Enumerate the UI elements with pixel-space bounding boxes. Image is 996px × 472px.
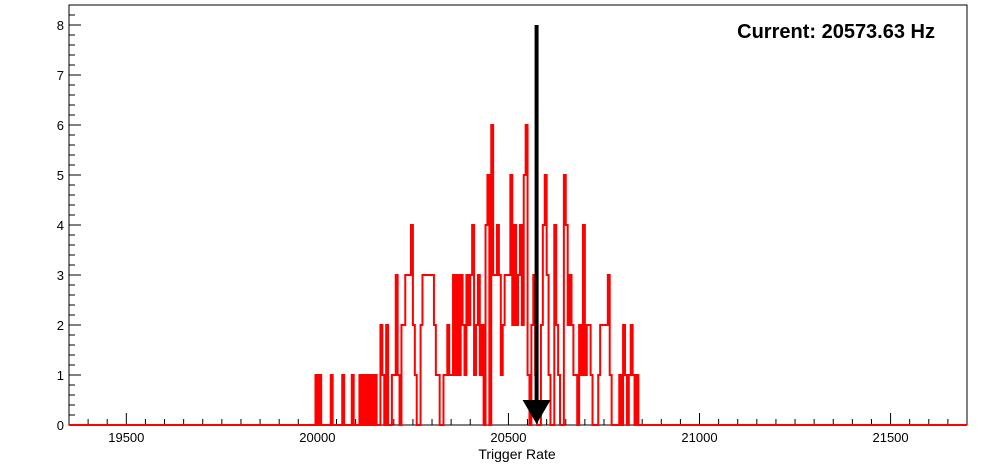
y-axis: 0 1 2 3 4 5 6 7 8: [57, 4, 81, 433]
x-axis-title: Trigger Rate: [478, 446, 556, 462]
current-rate-marker: [522, 25, 551, 424]
plot-frame: [68, 4, 968, 426]
y-tick-label: 7: [57, 68, 64, 83]
y-tick-label: 1: [57, 368, 64, 383]
y-tick-label: 2: [57, 318, 64, 333]
arrow-head: [522, 400, 551, 424]
y-tick-label: 3: [57, 268, 64, 283]
y-tick-label: 0: [57, 418, 64, 433]
y-tick-label: 8: [57, 18, 64, 33]
y-tick-label: 4: [57, 218, 64, 233]
y-tick-label: 5: [57, 168, 64, 183]
current-rate-annotation: Current: 20573.63 Hz: [737, 21, 935, 43]
histogram-outline: [69, 124, 967, 426]
histogram-series: [69, 124, 967, 426]
x-tick-label: 21500: [872, 430, 908, 445]
x-tick-label: 20500: [490, 430, 526, 445]
x-tick-label: 20000: [299, 430, 335, 445]
x-axis: 19500 20000 20500 21000 21500: [68, 413, 968, 445]
x-tick-label: 19500: [108, 430, 144, 445]
y-tick-label: 6: [57, 118, 64, 133]
x-tick-label: 21000: [681, 430, 717, 445]
